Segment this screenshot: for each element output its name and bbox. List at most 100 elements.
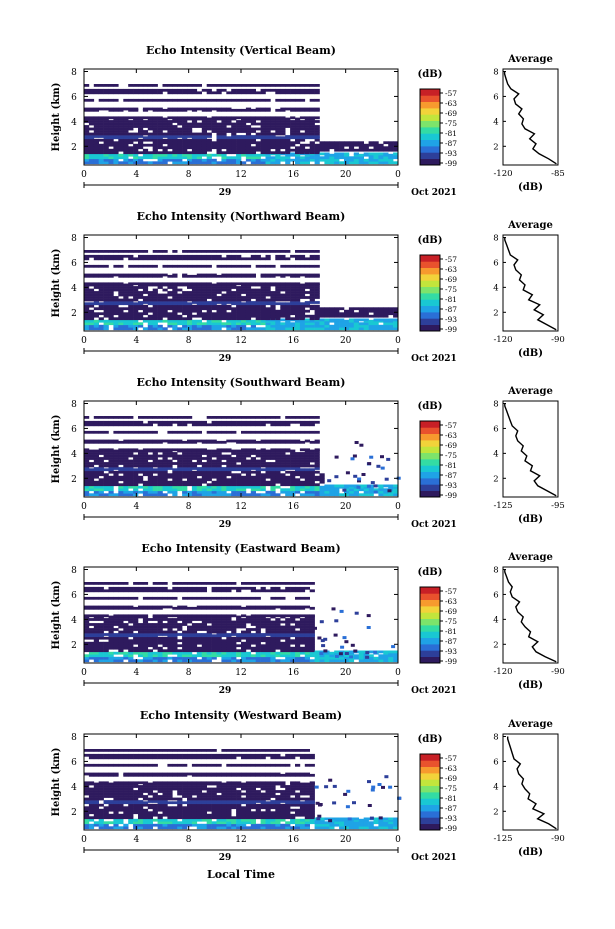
heatmap-cell	[226, 488, 232, 492]
heatmap-cell	[88, 296, 95, 299]
heatmap-cell	[270, 301, 276, 304]
heatmap-cell	[270, 314, 276, 318]
heatmap-cell	[250, 156, 256, 160]
heatmap-cell	[138, 257, 144, 261]
heatmap-cell	[177, 656, 183, 660]
heatmap-cell	[295, 630, 301, 634]
heatmap-cell	[221, 430, 227, 434]
heatmap-cell	[172, 480, 178, 484]
heatmap-cell	[226, 430, 232, 434]
heatmap-cell	[201, 448, 207, 452]
heatmap-cell	[88, 457, 95, 460]
y-tick-label: 4	[71, 118, 77, 128]
heatmap-cell	[216, 464, 222, 468]
heatmap-cell	[187, 141, 193, 145]
heatmap-cell	[206, 143, 212, 147]
heatmap-cell	[231, 324, 237, 328]
heatmap-cell	[250, 462, 256, 465]
heatmap-cell	[221, 156, 227, 160]
heatmap-cell	[231, 452, 237, 455]
heatmap-cell	[319, 143, 325, 147]
heatmap-cell	[245, 132, 252, 136]
heatmap-cell	[270, 582, 276, 585]
heatmap-cell	[295, 307, 301, 311]
heatmap-cell	[191, 293, 198, 297]
heatmap-cell	[353, 143, 359, 147]
heatmap-cell	[162, 98, 168, 102]
heatmap-cell	[216, 141, 222, 145]
heatmap-cell	[191, 143, 198, 147]
heatmap-cell	[265, 582, 271, 585]
heatmap-cell	[363, 307, 369, 311]
heatmap-cell	[98, 264, 104, 268]
heatmap-cell	[191, 257, 198, 261]
heatmap-cell	[324, 312, 330, 316]
heatmap-cell	[353, 474, 358, 478]
heatmap-cell	[93, 649, 99, 653]
heatmap-cell	[84, 309, 90, 313]
heatmap-cell	[275, 151, 281, 155]
heatmap-cell	[226, 304, 232, 308]
heatmap-cell	[128, 586, 134, 590]
heatmap-cell	[241, 153, 247, 157]
heatmap-cell	[314, 452, 320, 455]
heatmap-cell	[353, 490, 359, 494]
heatmap-cell	[314, 146, 320, 150]
heatmap-cell	[162, 459, 168, 463]
heatmap-cell	[275, 457, 281, 460]
heatmap-cell	[216, 84, 222, 87]
heatmap-cell	[285, 628, 291, 631]
heatmap-cell	[290, 475, 296, 479]
heatmap-cell	[250, 257, 256, 261]
heatmap-cell	[113, 430, 119, 434]
heatmap-cell	[138, 623, 144, 626]
heatmap-cell	[295, 324, 301, 328]
heatmap-cell	[133, 468, 139, 472]
heatmap-cell	[255, 589, 261, 593]
heatmap-cell	[123, 138, 129, 142]
heatmap-cell	[142, 151, 149, 155]
heatmap-cell	[388, 309, 394, 313]
colorbar-tick-label: -69	[445, 441, 457, 450]
heatmap-cell	[334, 318, 340, 322]
heatmap-cell	[250, 327, 256, 331]
heatmap-cell	[388, 148, 394, 152]
heatmap-cell	[221, 88, 227, 92]
heatmap-cell	[216, 317, 222, 321]
heatmap-cell	[196, 143, 202, 147]
heatmap-cell	[378, 484, 384, 488]
heatmap-cell	[167, 107, 173, 111]
heatmap-cell	[275, 254, 281, 258]
heatmap-cell	[206, 148, 212, 152]
heatmap-cell	[211, 634, 217, 638]
heatmap-cell	[206, 98, 212, 102]
heatmap-cell	[241, 273, 247, 277]
heatmap-cell	[98, 485, 104, 489]
heatmap-cell	[280, 654, 286, 658]
heatmap-cell	[285, 156, 291, 160]
heatmap-cell	[285, 620, 291, 624]
heatmap-cell	[206, 127, 212, 131]
heatmap-cell	[98, 457, 104, 460]
heatmap-cell	[295, 454, 301, 458]
heatmap-cell	[142, 153, 149, 157]
heatmap-cell	[162, 148, 168, 152]
y-tick-label: 6	[71, 259, 77, 269]
heatmap-cell	[211, 420, 217, 424]
heatmap-cell	[93, 296, 99, 299]
heatmap-cell	[241, 490, 247, 494]
heatmap-cell	[98, 307, 104, 311]
heatmap-cell	[206, 317, 212, 321]
heatmap-cell	[147, 127, 153, 131]
heatmap-cell	[216, 138, 222, 142]
heatmap-cell	[88, 143, 95, 147]
heatmap-cell	[344, 309, 350, 313]
heatmap-cell	[157, 462, 163, 465]
heatmap-cell	[118, 314, 124, 318]
heatmap-cell	[187, 656, 193, 660]
heatmap-cell	[290, 298, 296, 302]
heatmap-cell	[236, 480, 242, 484]
heatmap-cell	[177, 464, 183, 468]
heatmap-cell	[88, 120, 95, 123]
heatmap-cell	[216, 633, 222, 636]
